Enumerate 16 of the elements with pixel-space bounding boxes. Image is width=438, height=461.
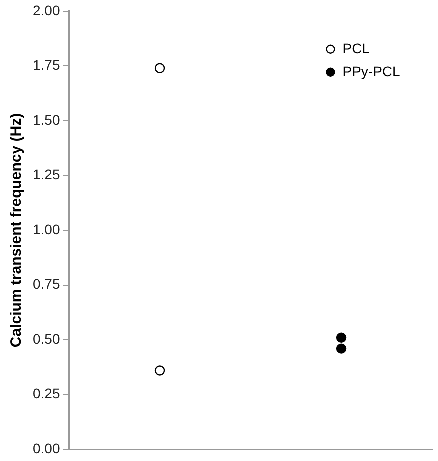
- point: [154, 366, 166, 376]
- y-tick-label: 0.25: [33, 386, 60, 402]
- point: [336, 332, 347, 343]
- y-tick-label: 0.75: [33, 276, 60, 292]
- legend-label: PPy-PCL: [342, 63, 401, 80]
- y-tick-label: 0.50: [33, 330, 60, 347]
- y-axis-title: Calcium transient frequency (Hz): [8, 113, 26, 348]
- y-tick-label: 1.50: [33, 112, 60, 128]
- y-tick-label: 1.00: [33, 221, 60, 238]
- legend-label: PCL: [342, 40, 370, 56]
- y-tick-label: 0.00: [33, 440, 60, 456]
- point: [336, 344, 347, 354]
- y-tick-label: 1.75: [33, 57, 60, 74]
- y-tick-label: 2.00: [33, 2, 60, 18]
- y-tick-label: 1.25: [33, 166, 60, 183]
- point: [154, 63, 166, 74]
